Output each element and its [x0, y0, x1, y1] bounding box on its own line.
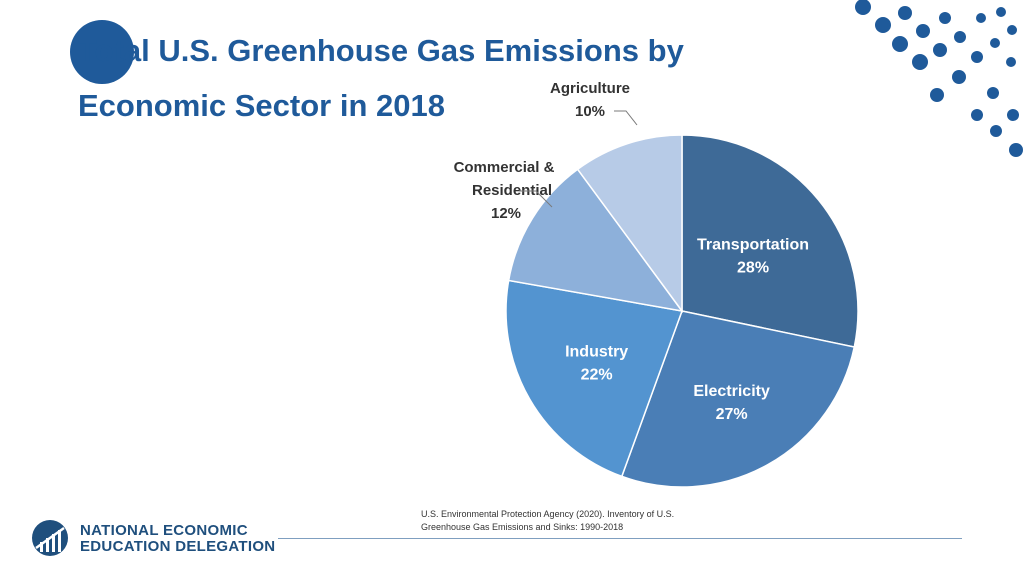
- source-citation: U.S. Environmental Protection Agency (20…: [421, 508, 721, 534]
- brand-wordmark: NATIONAL ECONOMIC EDUCATION DELEGATION: [80, 523, 275, 555]
- decor-dot: [855, 0, 871, 15]
- decor-dot: [933, 43, 947, 57]
- source-line-2: Greenhouse Gas Emissions and Sinks: 1990…: [421, 522, 624, 532]
- decor-dot: [996, 7, 1006, 17]
- decor-dot: [971, 109, 983, 121]
- page-title-line-1: Total U.S. Greenhouse Gas Emissions by: [78, 33, 684, 68]
- decor-dot: [892, 36, 908, 52]
- slice-value-label: 10%: [575, 103, 605, 120]
- pie-slice-commercial-residential: [507, 168, 684, 313]
- decor-dot: [987, 87, 999, 99]
- decorative-dot-pattern: [855, 0, 1023, 157]
- title-accent-circle: [70, 20, 134, 84]
- leader-line: [614, 110, 638, 126]
- slice-value-label: 22%: [581, 366, 613, 383]
- decor-dot: [1006, 57, 1016, 67]
- pie-slice-transportation: [681, 134, 859, 348]
- need-logo-icon: [32, 520, 68, 556]
- decor-dot: [971, 51, 983, 63]
- pie-slice-agriculture: [576, 134, 683, 314]
- pie-slice-industry: [505, 279, 684, 478]
- slice-label: Industry: [565, 343, 628, 360]
- slice-label: Transportation: [697, 236, 809, 253]
- slice-label: Commercial & Residential: [454, 159, 555, 199]
- decor-dot: [990, 125, 1002, 137]
- slice-label: Agriculture: [550, 80, 630, 97]
- slice-value-label: 28%: [737, 259, 769, 276]
- decor-dot: [976, 13, 986, 23]
- decor-dot: [952, 70, 966, 84]
- slice-label: Electricity: [693, 383, 770, 400]
- source-line-1: U.S. Environmental Protection Agency (20…: [421, 509, 675, 519]
- brand-line-1: NATIONAL ECONOMIC: [80, 522, 248, 539]
- footer-divider: [278, 538, 962, 539]
- decor-dot: [875, 17, 891, 33]
- decor-dot: [990, 38, 1000, 48]
- decor-dot: [1009, 143, 1023, 157]
- leader-line: [519, 190, 553, 208]
- decor-dot: [912, 54, 928, 70]
- pie-slice-electricity: [620, 310, 856, 488]
- slice-value-label: 12%: [491, 205, 521, 222]
- decor-dot: [916, 24, 930, 38]
- emissions-pie-chart: Transportation 28% Electricity 27% Industry 2…: [454, 80, 859, 488]
- decor-dot: [898, 6, 912, 20]
- decor-dot: [930, 88, 944, 102]
- decor-dot: [1007, 109, 1019, 121]
- decor-dot: [954, 31, 966, 43]
- slice-value-label: 27%: [716, 406, 748, 423]
- decor-dot: [1007, 25, 1017, 35]
- decor-dot: [939, 12, 951, 24]
- page-title-line-2: Economic Sector in 2018: [78, 88, 445, 123]
- brand-line-2: EDUCATION DELEGATION: [80, 538, 276, 555]
